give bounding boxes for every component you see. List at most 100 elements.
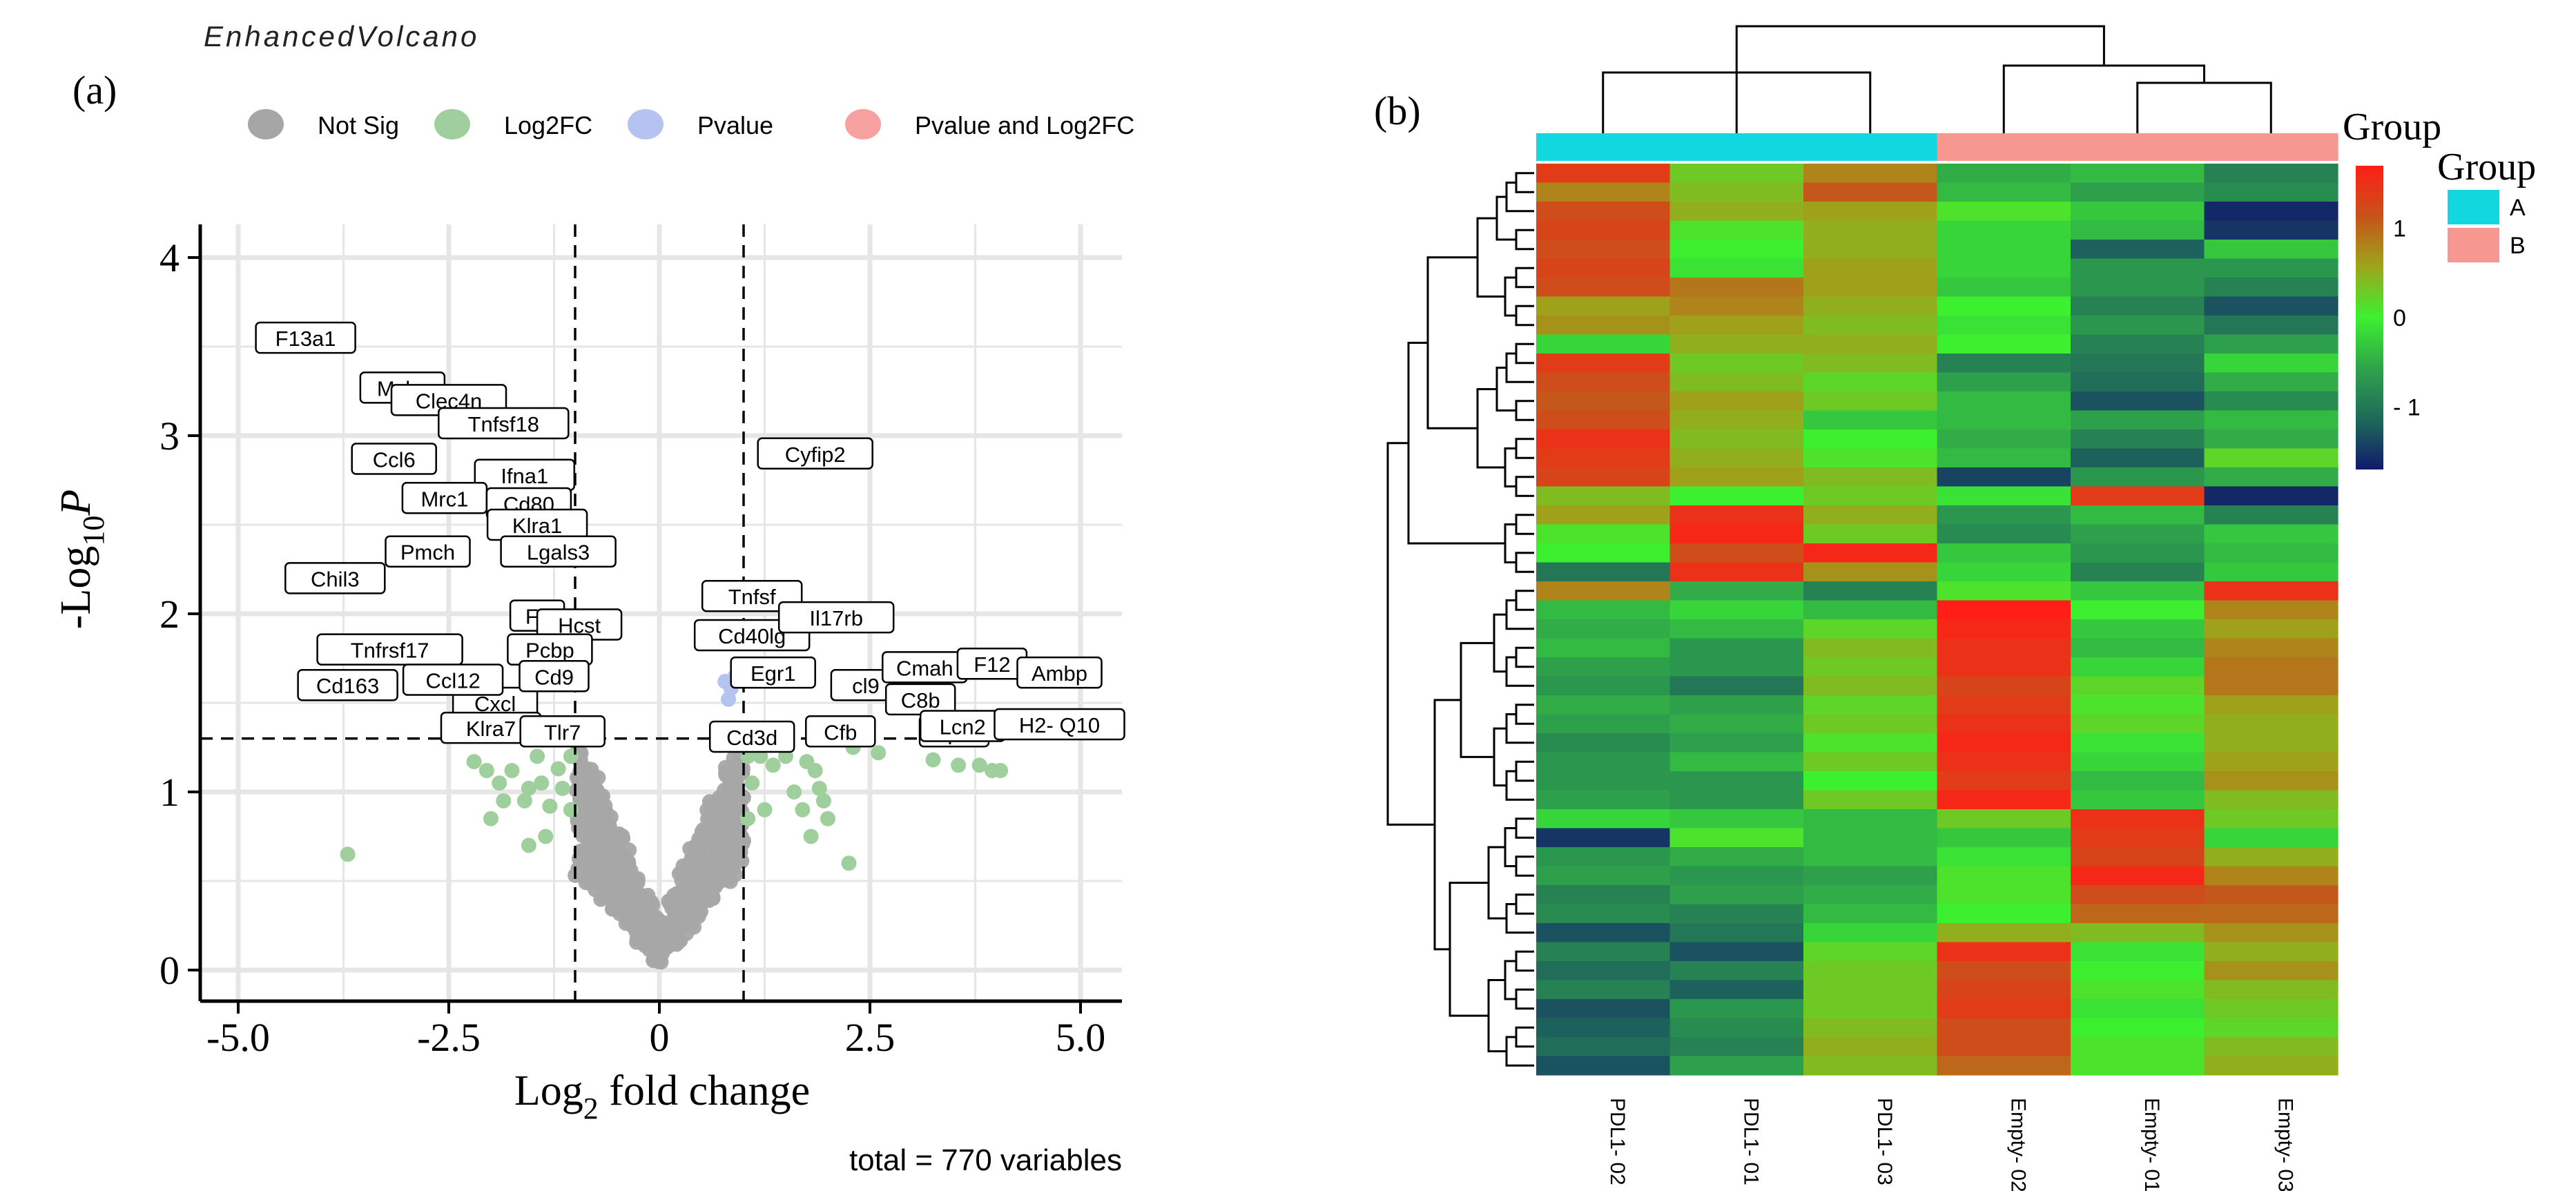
heatmap-cell [1803, 809, 1938, 829]
point-not-sig [598, 884, 614, 900]
dendro-branch [1515, 988, 1534, 1010]
heatmap-cell [1536, 296, 1671, 316]
heatmap-cell [2204, 638, 2338, 658]
heatmap-cell [2204, 429, 2338, 449]
point-not-sig [659, 939, 675, 955]
group-legend-title: Group [2437, 146, 2536, 188]
heatmap-cell [2071, 828, 2205, 848]
heatmap-cell [2071, 296, 2205, 316]
heatmap-cell [1536, 942, 1671, 962]
heatmap-cell [1536, 695, 1671, 715]
heatmap-cell [1536, 581, 1671, 601]
heatmap-cell [2071, 676, 2205, 696]
volcano-legend: Not Sig Log2FC Pvalue Pvalue and Log2FC [248, 109, 1134, 139]
heatmap-cell [1536, 809, 1671, 829]
point-not-sig [577, 789, 593, 805]
point-log2fc [993, 763, 1009, 779]
dendro-branch [1487, 846, 1507, 920]
heatmap-cell [1536, 999, 1671, 1019]
heatmap-cell [2071, 429, 2205, 449]
heatmap-cell [1803, 847, 1938, 867]
heatmap-cell [1669, 1056, 1804, 1076]
heatmap-cell [2204, 942, 2338, 962]
dendro-branch [1505, 713, 1534, 744]
heatmap-cell [1937, 543, 2071, 563]
heatmap-cell [2071, 809, 2205, 829]
point-log2fc [841, 855, 857, 871]
heatmap-cell [1669, 676, 1804, 696]
point-log2fc [971, 757, 987, 773]
heatmap-cell [1937, 809, 2071, 829]
heatmap-cell [1669, 923, 1804, 943]
heatmap-cell [1669, 334, 1804, 354]
heatmap-cell [1669, 448, 1804, 468]
panel-label-a: (a) [72, 68, 117, 113]
heatmap-cell [2071, 904, 2205, 924]
xlabel-rest: fold change [599, 1067, 810, 1114]
heatmap-cell [1803, 904, 1938, 924]
point-log2fc [538, 829, 554, 844]
heatmap-cell [1937, 391, 2071, 411]
heatmap-cell [2204, 847, 2338, 867]
dendro-branch [1515, 855, 1534, 877]
point-log2fc [530, 748, 545, 764]
heatmap-cell [2071, 202, 2205, 222]
heatmap-cell [1536, 676, 1671, 696]
ylabel-rest: P [52, 490, 99, 516]
point-log2fc [951, 757, 967, 773]
column-label: PDL1- 01 [1739, 1098, 1762, 1185]
point-not-sig [732, 833, 748, 849]
heatmap-cell [1937, 695, 2071, 715]
point-log2fc [807, 763, 823, 779]
heatmap-cell [1536, 202, 1671, 222]
heatmap-cell [1803, 980, 1938, 1000]
heatmap-cell [2204, 923, 2338, 943]
dendro-branch [1515, 342, 1534, 365]
heatmap-cell [1803, 695, 1938, 715]
heatmap-cell [2071, 240, 2205, 260]
heatmap-cell [1803, 182, 1938, 202]
gene-label: Tnfsf18 [468, 412, 539, 436]
heatmap-cell [1937, 961, 2071, 981]
heatmap-cell [1669, 220, 1804, 240]
heatmap-cell [2204, 809, 2338, 829]
heatmap-cell [2071, 391, 2205, 411]
heatmap-cell [2071, 790, 2205, 810]
heatmap-cell [1669, 486, 1804, 506]
gene-label: Tnfrsf17 [351, 639, 429, 663]
group-legend-label: B [2510, 233, 2526, 259]
heatmap-cell [1803, 240, 1938, 260]
point-log2fc [521, 837, 536, 853]
dendro-branch [1487, 979, 1507, 1053]
dendro-branch [1515, 817, 1534, 839]
heatmap-cell [2071, 600, 2205, 620]
heatmap-cell [2071, 999, 2205, 1019]
heatmap-cell [1669, 980, 1804, 1000]
heatmap-cell [1669, 714, 1804, 734]
dendro-branch [1515, 590, 1534, 611]
gene-label-box [351, 443, 437, 475]
heatmap-cell [1803, 600, 1938, 620]
point-log2fc [815, 793, 831, 808]
point-log2fc [340, 846, 356, 862]
panel-label-b: (b) [1374, 88, 1421, 133]
dendro-branch [1515, 950, 1534, 972]
point-not-sig [727, 866, 743, 882]
dendro-branch [1505, 1036, 1534, 1067]
heatmap-cell [1937, 676, 2071, 696]
dendro-branch [1407, 342, 1505, 545]
heatmap-cell [1536, 410, 1671, 430]
heatmap-cell [1536, 182, 1671, 202]
legend-marker [434, 109, 470, 139]
volcano-plot-area: FcHcstPcbpCxclcl9sp2Cd40lgF13a1MslmClec4… [159, 224, 1125, 1060]
point-not-sig [601, 841, 617, 857]
heatmap-cell [2204, 581, 2338, 601]
heatmap-cell [1669, 467, 1804, 487]
heatmap-cell [2071, 220, 2205, 240]
heatmap-cell [1937, 334, 2071, 354]
heatmap-cell [2071, 847, 2205, 867]
heatmap-cell [2204, 182, 2338, 202]
heatmap-cell [1937, 448, 2071, 468]
heatmap-cell [1669, 543, 1804, 563]
gene-label: Cmah [896, 656, 953, 680]
